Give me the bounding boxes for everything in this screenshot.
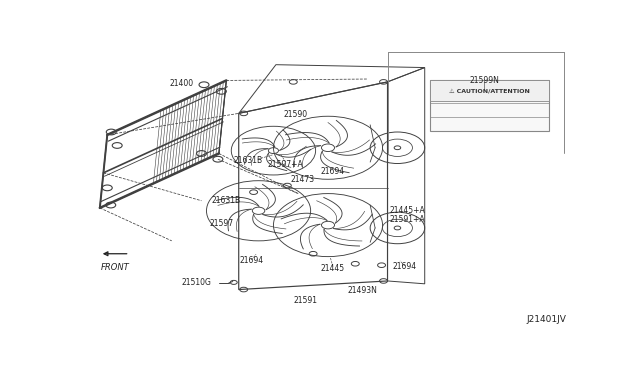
Text: 21694: 21694 bbox=[239, 256, 263, 265]
Text: 21510G: 21510G bbox=[182, 279, 211, 288]
Text: 21599N: 21599N bbox=[469, 76, 499, 85]
Text: ⚠ CAUTION/ATTENTION: ⚠ CAUTION/ATTENTION bbox=[449, 89, 530, 93]
Text: FRONT: FRONT bbox=[100, 263, 129, 272]
Text: 21400: 21400 bbox=[170, 79, 194, 88]
Text: 21473: 21473 bbox=[290, 175, 314, 184]
Text: 21631B: 21631B bbox=[233, 156, 262, 165]
Text: 21597: 21597 bbox=[209, 219, 234, 228]
Text: 21590: 21590 bbox=[284, 110, 308, 119]
Text: 21631B: 21631B bbox=[212, 196, 241, 205]
Text: 21493N: 21493N bbox=[348, 286, 378, 295]
Text: 21445: 21445 bbox=[321, 264, 345, 273]
Text: 21445+A: 21445+A bbox=[390, 206, 425, 215]
Bar bbox=[429, 80, 548, 102]
Text: 21597+A: 21597+A bbox=[268, 160, 304, 169]
Text: 21591: 21591 bbox=[294, 296, 317, 305]
Bar bbox=[429, 80, 548, 131]
Text: 21694: 21694 bbox=[393, 262, 417, 271]
Text: 21694: 21694 bbox=[321, 167, 345, 176]
Text: J21401JV: J21401JV bbox=[526, 315, 566, 324]
Text: 21591+A: 21591+A bbox=[390, 215, 425, 224]
